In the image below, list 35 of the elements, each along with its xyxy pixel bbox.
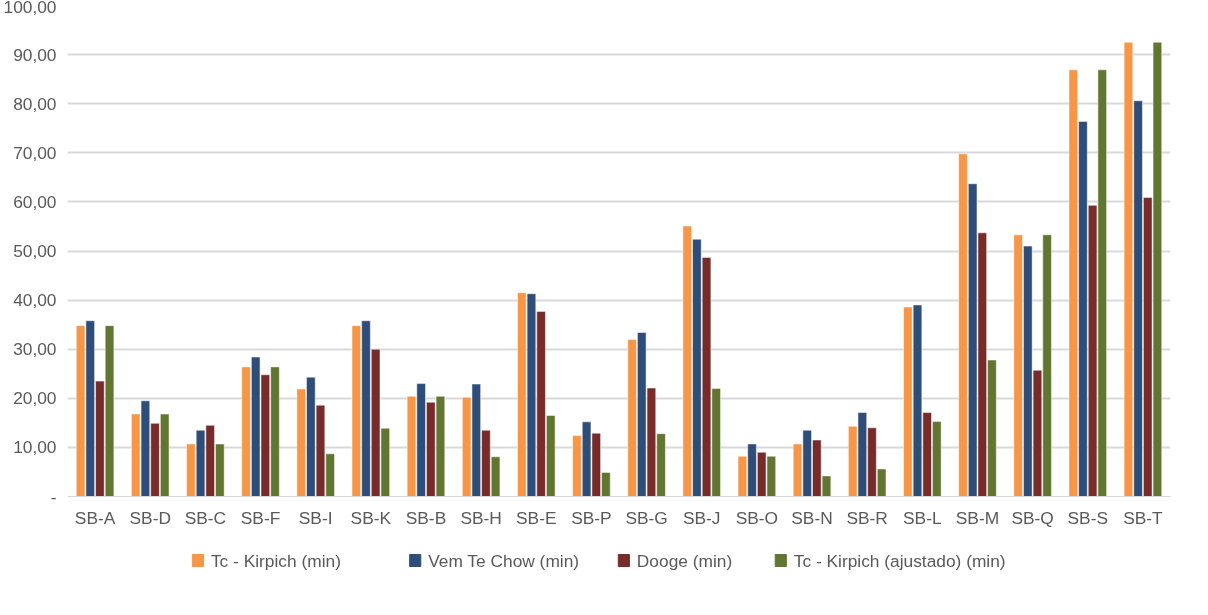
y-tick-label: 90,00 <box>13 44 57 65</box>
y-tick-label: 50,00 <box>13 241 57 261</box>
y-tick-label: 30,00 <box>13 339 57 360</box>
x-tick-label: SB-S <box>1067 507 1109 528</box>
legend-label: Tc - Kirpich (min) <box>210 550 341 571</box>
y-tick-label: 20,00 <box>13 388 57 409</box>
y-tick-label: - <box>50 486 57 507</box>
x-tick-label: SB-I <box>298 507 333 528</box>
x-tick-label: SB-O <box>735 507 779 528</box>
legend-label: Tc - Kirpich (ajustado) (min) <box>793 550 1006 571</box>
x-tick-label: SB-H <box>460 507 502 528</box>
legend-label: Dooge (min) <box>636 550 733 571</box>
x-tick-label: SB-R <box>846 507 888 528</box>
y-tick-label: 10,00 <box>13 437 57 458</box>
x-tick-label: SB-N <box>791 507 833 528</box>
x-tick-label: SB-Q <box>1011 507 1054 528</box>
x-tick-label: SB-J <box>682 507 721 528</box>
x-tick-label: SB-D <box>129 507 171 528</box>
x-tick-label: SB-K <box>350 507 392 528</box>
x-tick-label: SB-P <box>571 507 612 528</box>
y-tick-label: 80,00 <box>13 93 57 114</box>
x-tick-label: SB-L <box>903 507 942 528</box>
x-tick-label: SB-G <box>625 507 668 528</box>
x-tick-label: SB-C <box>184 507 227 528</box>
x-tick-label: SB-F <box>240 507 281 528</box>
x-tick-label: SB-B <box>405 507 447 528</box>
x-tick-label: SB-T <box>1123 507 1164 528</box>
y-tick-label: 70,00 <box>13 142 57 163</box>
x-tick-label: SB-A <box>74 507 116 528</box>
y-tick-label: 100,00 <box>3 0 57 17</box>
y-tick-label: 60,00 <box>13 191 57 212</box>
x-tick-label: SB-M <box>955 507 1000 528</box>
x-tick-label: SB-E <box>516 507 557 528</box>
y-tick-label: 40,00 <box>13 290 57 311</box>
legend-label: Vem Te Chow (min) <box>428 550 580 571</box>
